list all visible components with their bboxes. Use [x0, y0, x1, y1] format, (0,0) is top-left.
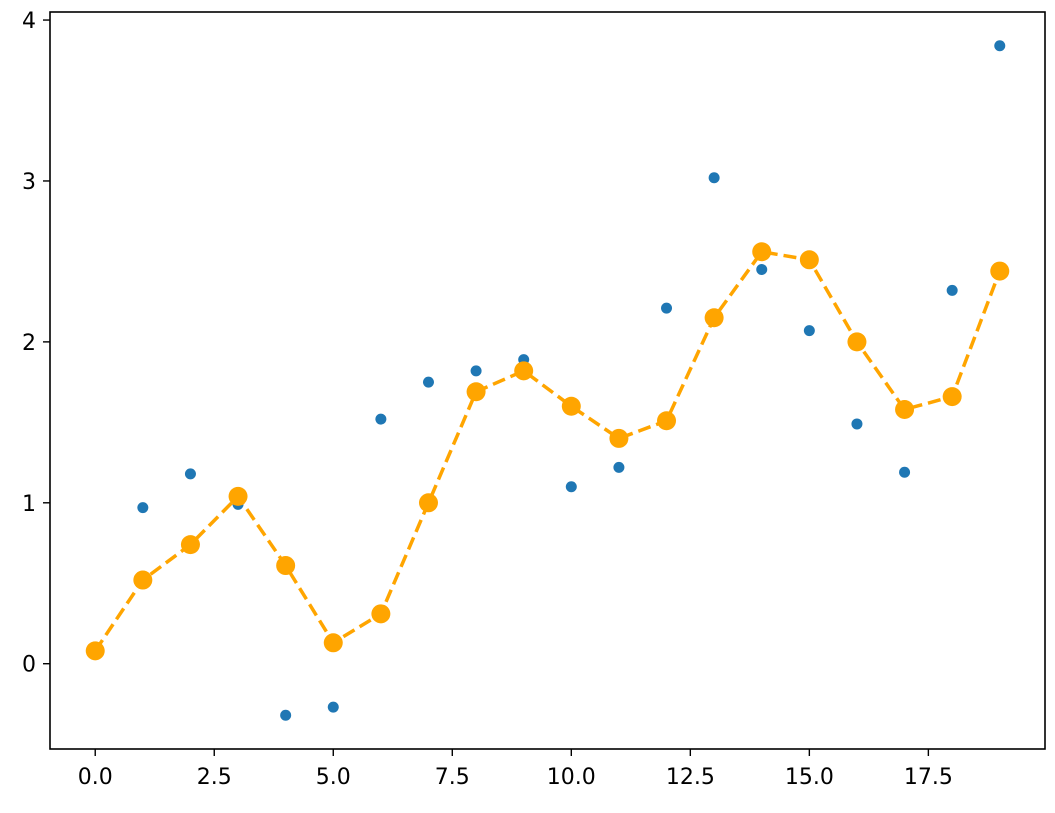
- scatter-point: [137, 502, 149, 514]
- line-marker: [895, 399, 915, 419]
- line-marker: [466, 382, 486, 402]
- x-tick-label: 7.5: [435, 765, 470, 790]
- line-marker: [942, 387, 962, 407]
- scatter-point: [708, 172, 720, 184]
- plot-background: [50, 12, 1045, 749]
- scatter-point: [470, 365, 482, 377]
- line-marker: [514, 361, 534, 381]
- scatter-point: [661, 302, 673, 314]
- x-tick-label: 15.0: [785, 765, 834, 790]
- line-marker: [85, 641, 105, 661]
- x-tick-label: 2.5: [197, 765, 232, 790]
- line-marker: [561, 396, 581, 416]
- y-tick-label: 3: [22, 170, 36, 195]
- scatter-point: [994, 40, 1006, 52]
- y-tick-label: 4: [22, 9, 36, 34]
- scatter-point: [803, 325, 815, 337]
- line-marker: [418, 493, 438, 513]
- plot-frame: [49, 11, 1046, 750]
- dashed-series-line: [93, 250, 1002, 652]
- y-tick-label: 2: [22, 331, 36, 356]
- line-marker: [276, 556, 296, 576]
- line-marker: [847, 332, 867, 352]
- scatter-point: [184, 468, 196, 480]
- scatter-point: [756, 263, 768, 275]
- line-marker: [657, 411, 677, 431]
- scatter-point: [851, 418, 863, 430]
- scatter-point: [280, 709, 292, 721]
- scatter-point: [375, 413, 387, 425]
- scatter-point: [565, 481, 577, 493]
- line-marker: [752, 242, 772, 262]
- scatter-point: [899, 466, 911, 478]
- x-tick-label: 5.0: [316, 765, 351, 790]
- scatter-point: [946, 284, 958, 296]
- scatter-point: [327, 701, 339, 713]
- y-tick-label: 1: [22, 492, 36, 517]
- y-axis-ticks: 0 1 2 3 4: [22, 9, 50, 678]
- line-marker: [371, 604, 391, 624]
- line-marker: [180, 535, 200, 555]
- x-axis-ticks: 0.0 2.5 5.0 7.5 10.0 12.5 15.0 17.5: [78, 749, 953, 790]
- line-marker: [609, 428, 629, 448]
- line-marker: [799, 250, 819, 270]
- line-marker: [228, 486, 248, 506]
- x-tick-label: 0.0: [78, 765, 113, 790]
- x-tick-label: 17.5: [904, 765, 953, 790]
- line-marker: [133, 570, 153, 590]
- x-tick-label: 12.5: [666, 765, 715, 790]
- scatter-point: [422, 376, 434, 388]
- scatter-point: [613, 461, 625, 473]
- line-marker: [990, 261, 1010, 281]
- line-marker: [323, 633, 343, 653]
- x-tick-label: 10.0: [547, 765, 596, 790]
- series-layer: [85, 40, 1010, 721]
- line-marker: [704, 308, 724, 328]
- y-tick-label: 0: [22, 653, 36, 678]
